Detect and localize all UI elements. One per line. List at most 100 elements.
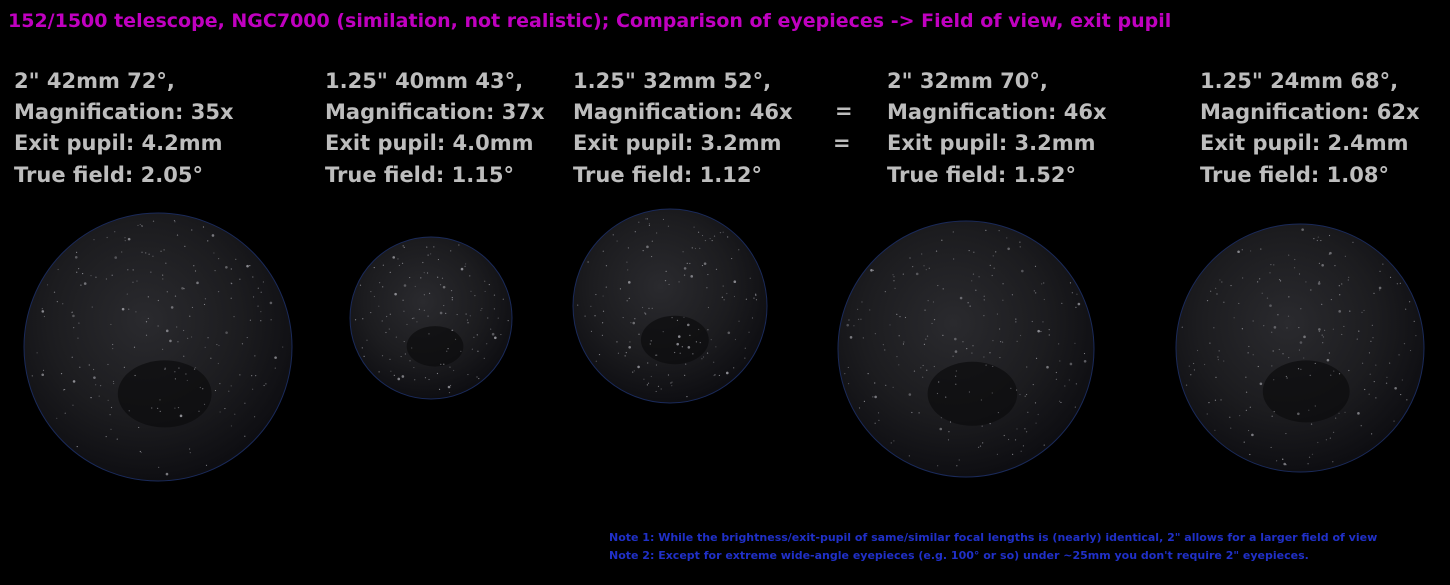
star [78,268,80,270]
star [1358,330,1360,332]
star [1043,298,1045,301]
star [1269,304,1272,307]
star [660,388,662,390]
star [1083,359,1087,363]
star [587,261,589,263]
star [1271,365,1273,367]
star [427,254,429,256]
star [1279,280,1282,282]
star [181,286,184,290]
star [160,250,162,252]
star [262,281,265,283]
star [959,296,963,300]
star [83,282,87,285]
star [402,299,404,301]
star [1059,360,1061,362]
star [723,299,725,301]
star [671,385,673,387]
star [954,337,957,341]
star [1403,343,1406,345]
star [1249,406,1251,408]
star [706,352,709,354]
star [1016,340,1018,343]
star [683,274,686,276]
star [216,343,218,346]
star [1209,342,1211,344]
star [1250,250,1252,252]
star [985,229,987,231]
star [1273,326,1277,329]
eyepiece-line: Exit pupil: 4.0mm [325,131,534,155]
star [1021,269,1024,273]
star [241,343,244,345]
star [898,364,900,366]
star [935,250,938,252]
star [676,319,679,321]
star [449,366,451,368]
star [73,327,75,329]
star [141,251,143,253]
star [849,336,853,339]
star [454,338,457,340]
star [173,219,176,222]
star [1249,453,1251,456]
star [1230,284,1232,287]
star [699,342,701,344]
star [124,237,126,239]
eyepiece-line: Exit pupil: 3.2mm [573,131,782,155]
star [722,285,724,287]
star [112,347,114,350]
star [1379,270,1381,272]
star [749,277,751,279]
star [983,356,985,358]
star [1015,389,1018,391]
star [999,356,1001,359]
star [57,268,59,271]
star [382,286,384,288]
star [244,402,246,404]
star [996,453,999,455]
star [1357,412,1360,415]
star [1338,373,1341,375]
star [145,321,148,323]
star [467,322,469,324]
star [1386,376,1388,378]
star [923,343,926,346]
star [409,360,411,362]
star [1401,379,1403,381]
star [447,385,451,389]
star [1322,342,1324,344]
star [500,333,502,336]
star [378,305,380,307]
star [1288,296,1290,298]
star [110,323,112,326]
star [1216,293,1218,295]
star [72,404,74,406]
star [246,264,249,268]
star [711,239,713,242]
star [1405,308,1407,310]
star [1389,362,1391,364]
star [1271,331,1273,333]
star [928,267,930,269]
star [733,280,737,284]
star [362,318,364,320]
star [948,431,950,433]
star [354,319,357,321]
star [998,328,1001,330]
star [926,335,929,337]
star [938,381,940,383]
star [921,253,923,255]
star [995,251,997,253]
star [1273,379,1275,381]
star [670,382,672,384]
star [1064,385,1066,387]
star [493,308,495,310]
star [152,255,154,257]
eyepiece-line: 1.25" 40mm 43°, [325,69,523,93]
star [1270,446,1272,449]
star [442,285,446,289]
star [884,291,886,293]
star [955,370,957,372]
star [902,343,905,345]
